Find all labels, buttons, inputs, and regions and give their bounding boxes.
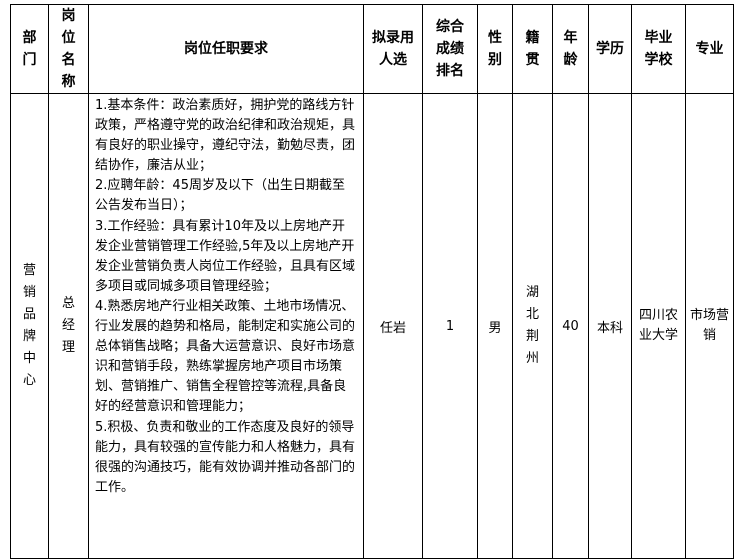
cell-major: 市场营销 xyxy=(685,93,735,559)
header-age: 年龄 xyxy=(552,4,590,94)
cell-rank: 1 xyxy=(422,93,479,559)
requirement-item: 1.基本条件：政治素质好，拥护党的路线方针政策，严格遵守党的政治纪律和政治规矩，… xyxy=(95,98,356,174)
recruitment-table: 部门 岗位名称 岗位任职要求 拟录用人选 综合成绩排名 性别 籍贯 年龄 学历 … xyxy=(9,4,735,559)
requirement-item: 2.应聘年龄：45周岁及以下（出生日期截至公告发布当日）； xyxy=(95,178,345,214)
cell-requirements: 1.基本条件：政治素质好，拥护党的路线方针政策，严格遵守党的政治纪律和政治规矩，… xyxy=(88,93,365,559)
requirement-item: 3.工作经验：具有累计10年及以上房地产开发企业营销管理工作经验,5年及以上房地… xyxy=(95,218,356,294)
cell-gender: 男 xyxy=(477,93,514,559)
header-position: 岗位名称 xyxy=(48,4,90,94)
header-major: 专业 xyxy=(685,4,735,94)
cell-education: 本科 xyxy=(588,93,633,559)
cell-origin: 湖北荆州 xyxy=(512,93,554,559)
header-rank: 综合成绩排名 xyxy=(422,4,479,94)
header-education: 学历 xyxy=(588,4,633,94)
header-row: 部门 岗位名称 岗位任职要求 拟录用人选 综合成绩排名 性别 籍贯 年龄 学历 … xyxy=(9,4,735,94)
requirement-item: 5.积极、负责和敬业的工作态度及良好的领导能力，具有较强的宣传能力和人格魅力，具… xyxy=(95,419,356,495)
requirement-item: 4.熟悉房地产行业相关政策、土地市场情况、行业发展的趋势和格局，能制定和实施公司… xyxy=(95,298,356,415)
header-gender: 性别 xyxy=(477,4,514,94)
cell-dept: 营销品牌中心 xyxy=(9,93,50,559)
header-candidate: 拟录用人选 xyxy=(363,4,424,94)
cell-candidate: 任岩 xyxy=(363,93,424,559)
cell-school: 四川农业大学 xyxy=(631,93,687,559)
header-origin: 籍贯 xyxy=(512,4,554,94)
table-row: 营销品牌中心 总经理 1.基本条件：政治素质好，拥护党的路线方针政策，严格遵守党… xyxy=(9,93,735,559)
cell-position: 总经理 xyxy=(48,93,90,559)
cell-age: 40 xyxy=(552,93,590,559)
header-requirements: 岗位任职要求 xyxy=(88,4,365,94)
header-dept: 部门 xyxy=(9,4,50,94)
header-school: 毕业学校 xyxy=(631,4,687,94)
